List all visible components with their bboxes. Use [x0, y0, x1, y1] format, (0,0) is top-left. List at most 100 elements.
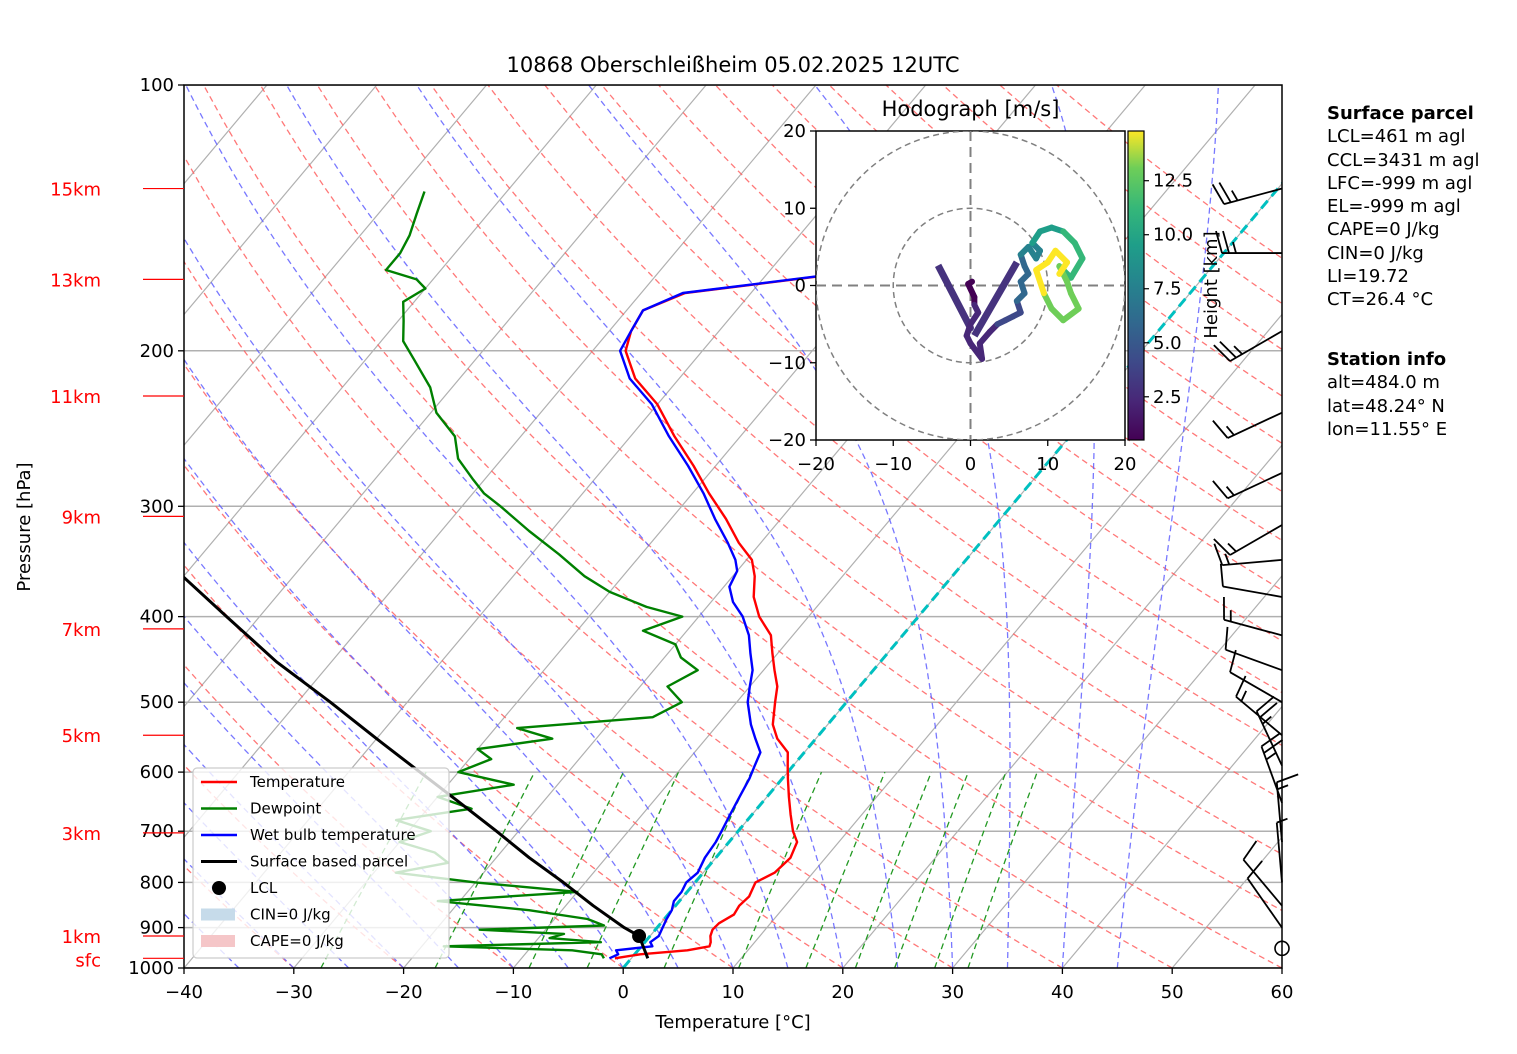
moist-adiabat — [1116, 85, 1220, 968]
mixing-ratio-line — [528, 771, 625, 968]
station-alt: alt=484.0 m — [1327, 372, 1440, 394]
lcl-marker — [632, 929, 647, 944]
wind-barb — [1255, 695, 1283, 767]
y-tick-label: 200 — [140, 341, 174, 362]
wind-barb — [1212, 411, 1283, 439]
moist-adiabat — [185, 85, 789, 968]
barb-flag — [1246, 860, 1263, 880]
mixing-ratio-line — [854, 771, 933, 968]
legend-swatch — [201, 908, 235, 921]
barb-flag — [1259, 702, 1278, 719]
station-info-heading: Station info — [1327, 349, 1447, 370]
hodograph-trace — [1033, 267, 1047, 297]
x-tick-label: 40 — [1051, 982, 1074, 1003]
wind-barb — [1212, 472, 1283, 500]
barb-half — [1240, 690, 1247, 702]
wind-barb — [1246, 860, 1283, 929]
surface-parcel-panel: Surface parcel LCL=461 m agl CCL=3431 m … — [1327, 102, 1480, 312]
barb-staff — [1223, 187, 1283, 205]
parcel-ccl: CCL=3431 m agl — [1327, 149, 1480, 171]
barb-staff — [1246, 877, 1283, 929]
x-tick-label: −10 — [494, 982, 532, 1003]
wind-barb — [1275, 817, 1288, 883]
height-label: sfc — [75, 950, 101, 971]
x-tick-label: 50 — [1161, 982, 1184, 1003]
barb-staff — [1255, 710, 1283, 767]
y-tick-label: 400 — [140, 607, 174, 628]
chart-title: 10868 Oberschleißheim 05.02.2025 12UTC — [507, 53, 960, 77]
parcel-el: EL=-999 m agl — [1327, 196, 1461, 218]
y-tick-label: 300 — [140, 496, 174, 517]
wind-barb-calm — [1274, 940, 1290, 957]
barb-flag — [1215, 230, 1223, 254]
barb-half — [1261, 715, 1272, 725]
barb-staff — [1227, 472, 1283, 500]
barb-half — [1276, 817, 1288, 824]
station-lon: lon=11.55° E — [1327, 418, 1448, 440]
barb-flag — [1256, 695, 1275, 712]
barb-half — [1233, 345, 1243, 355]
barb-half — [1232, 241, 1237, 254]
legend-label: CAPE=0 J/kg — [250, 932, 344, 950]
barb-flag — [1219, 563, 1224, 587]
hodograph-title: Hodograph [m/s] — [882, 97, 1060, 121]
hodograph-x-tick-label: −20 — [797, 454, 835, 475]
moist-adiabat — [286, 85, 844, 968]
mixing-ratio-line — [893, 771, 969, 968]
barb-half — [1227, 542, 1237, 553]
legend-label: Dewpoint — [250, 800, 321, 818]
y-tick-label: 1000 — [128, 958, 174, 979]
legend-label: Temperature — [249, 773, 345, 791]
y-tick-label: 600 — [140, 762, 174, 783]
hodograph-x-tick-label: 10 — [1036, 454, 1059, 475]
isotherm-line — [732, 313, 1282, 968]
barb-flag — [1212, 480, 1229, 499]
legend-label: Wet bulb temperature — [250, 826, 416, 844]
height-label: 5km — [62, 726, 101, 747]
dry-adiabat — [184, 363, 844, 968]
x-tick-label: 30 — [941, 982, 964, 1003]
isotherm-line — [842, 444, 1282, 968]
isotherm-line — [184, 85, 597, 577]
barb-flag — [1212, 420, 1229, 439]
barb-staff — [1222, 585, 1283, 598]
hodograph-y-tick-label: 20 — [783, 121, 806, 142]
barb-flag — [1242, 840, 1258, 861]
dry-adiabat — [184, 464, 734, 968]
height-label: 1km — [62, 927, 101, 948]
height-label: 9km — [62, 507, 101, 528]
x-tick-label: −30 — [275, 982, 313, 1003]
barb-staff — [1227, 411, 1283, 439]
parcel-lcl: LCL=461 m agl — [1327, 126, 1466, 148]
barb-staff — [1275, 822, 1283, 883]
dewpoint-line — [384, 191, 699, 959]
station-info-panel: Station info alt=484.0 m lat=48.24° N lo… — [1327, 348, 1447, 441]
surface-parcel-heading: Surface parcel — [1327, 103, 1474, 124]
station-lat: lat=48.24° N — [1327, 395, 1445, 417]
moist-adiabat — [184, 457, 624, 968]
parcel-cin: CIN=0 J/kg — [1327, 242, 1424, 264]
isotherm-line — [952, 574, 1282, 968]
barb-flag — [1213, 344, 1231, 362]
isotherm-line — [184, 85, 487, 447]
y-tick-label: 900 — [140, 918, 174, 939]
legend-swatch — [201, 935, 235, 947]
y-tick-label: 800 — [140, 872, 174, 893]
barb-staff — [1242, 859, 1283, 907]
hodograph-segment — [971, 260, 1020, 338]
colorbar-tick-label: 7.5 — [1153, 279, 1182, 300]
dry-adiabat — [259, 85, 1282, 968]
barb-half — [1225, 486, 1235, 496]
mixing-ratio-line — [805, 771, 886, 968]
y-tick-label: 500 — [140, 692, 174, 713]
wind-barb — [1213, 524, 1283, 556]
x-tick-label: −20 — [385, 982, 423, 1003]
barb-staff — [1222, 558, 1283, 567]
legend-label: CIN=0 J/kg — [250, 906, 331, 924]
dry-adiabat — [430, 85, 1282, 800]
mixing-ratio-line — [737, 771, 823, 968]
x-tick-label: 20 — [831, 982, 854, 1003]
moist-adiabat — [184, 358, 679, 968]
hodograph-x-tick-label: −10 — [874, 454, 912, 475]
barb-flag — [1260, 732, 1281, 748]
